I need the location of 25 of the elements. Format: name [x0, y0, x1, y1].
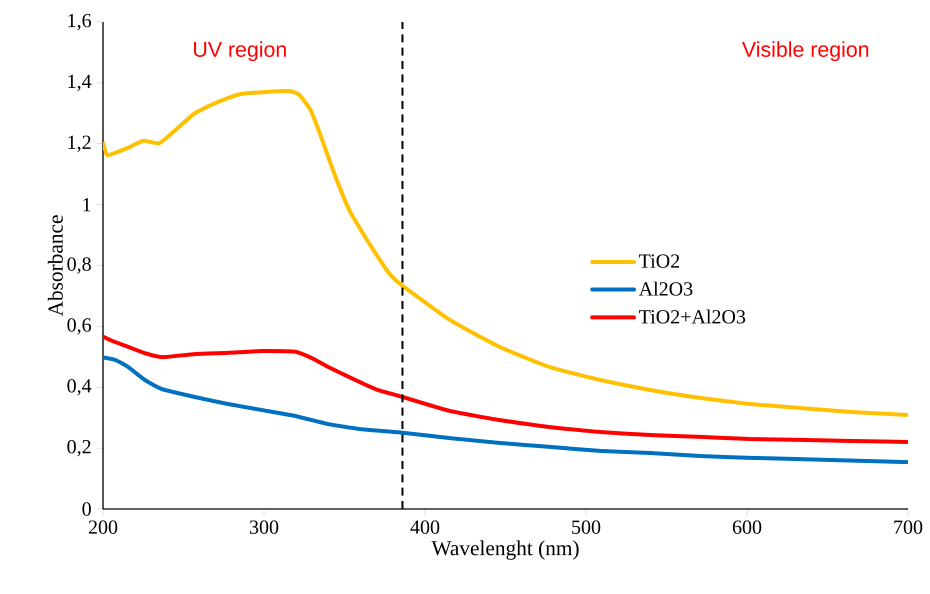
y-tick-label: 0,6	[67, 318, 92, 335]
y-tick-label: 0,8	[67, 257, 91, 274]
y-tick-label: 0,4	[67, 379, 92, 396]
line-series	[103, 355, 908, 464]
x-tick-label: 300	[250, 520, 278, 534]
annotation: UV region	[194, 41, 286, 62]
line-series	[103, 334, 908, 444]
x-tick-label: 200	[88, 520, 118, 534]
y-axis-title: Absorbance	[48, 215, 63, 316]
annotation: Visible region	[742, 41, 868, 62]
x-tick-label: 400	[410, 520, 440, 534]
legend-label: TiO2+Al2O3	[639, 309, 746, 324]
x-tick-label: 700	[894, 520, 922, 534]
line-series	[103, 89, 908, 417]
y-tick-label: 1	[83, 198, 90, 212]
y-tick-label: 0,2	[67, 440, 91, 456]
y-tick-label: 1,4	[68, 74, 92, 92]
y-tick-label: 1,6	[68, 14, 92, 30]
y-tick-label: 1,2	[68, 136, 91, 152]
legend-label: Al2O3	[638, 282, 692, 296]
legend-label: TiO2	[639, 254, 680, 268]
y-tick-label: 0	[82, 502, 91, 516]
x-tick-label: 500	[572, 520, 600, 534]
x-tick-label: 600	[732, 520, 762, 534]
x-axis-title: Wavelenght (nm)	[431, 540, 579, 560]
